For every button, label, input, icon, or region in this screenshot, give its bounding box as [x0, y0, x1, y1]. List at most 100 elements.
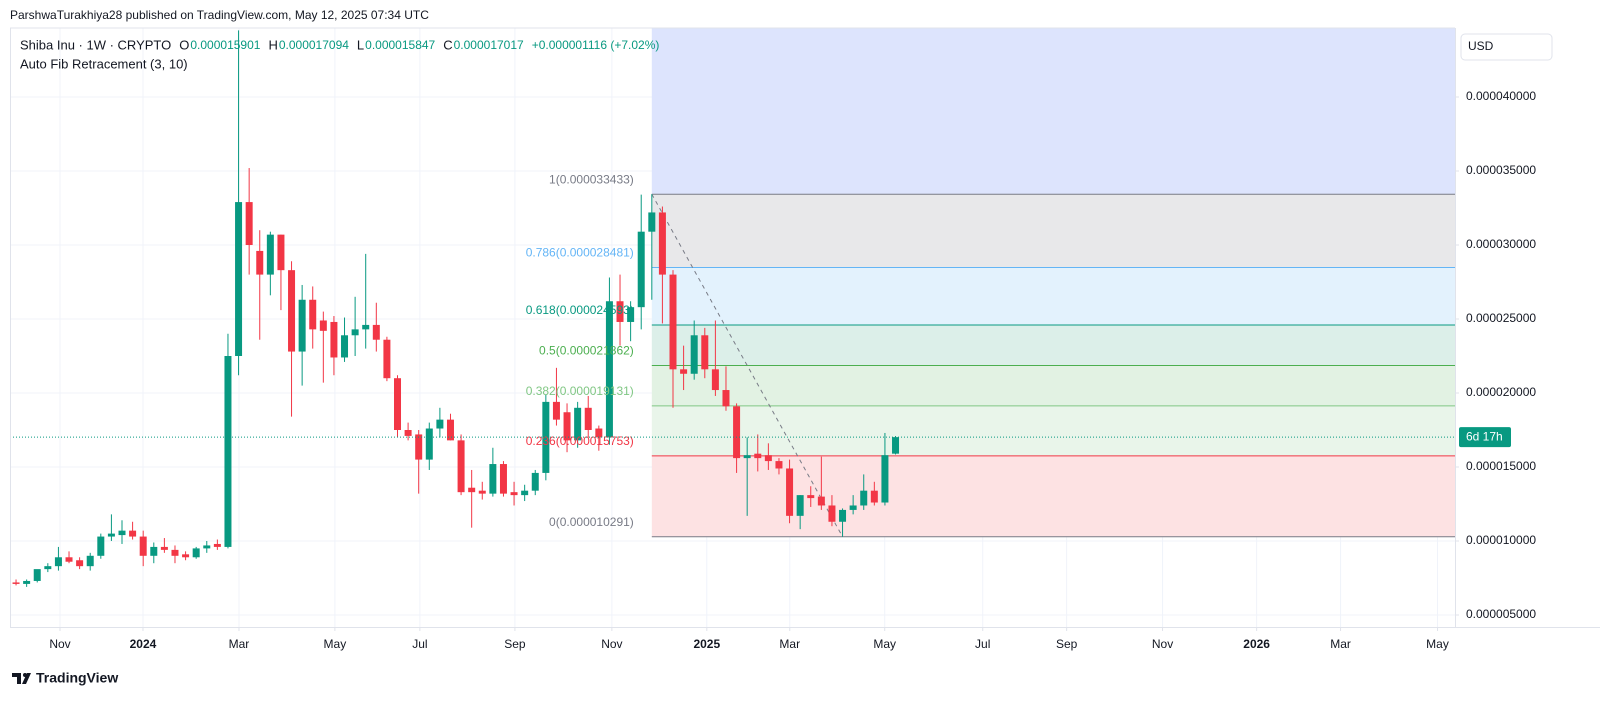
candle-body — [171, 549, 179, 556]
candle-body — [213, 543, 221, 547]
candle-body — [129, 530, 137, 537]
x-tick-label: Nov — [49, 637, 70, 651]
candle-body — [595, 428, 603, 438]
fib-label: 0.236(0.000015753) — [526, 434, 634, 448]
candle-body — [680, 369, 688, 374]
candle-body — [478, 490, 486, 494]
candle-body — [298, 299, 306, 352]
candle-body — [86, 555, 94, 567]
candle-body — [881, 455, 889, 503]
candle-body — [510, 492, 518, 496]
candle-body — [616, 301, 624, 322]
brand-logo — [12, 673, 31, 684]
candle-body — [786, 468, 794, 516]
fib-label: 1(0.000033433) — [549, 172, 634, 186]
x-tick-label: Mar — [779, 637, 800, 651]
fib-zone — [651, 194, 1455, 268]
candle-body — [415, 434, 423, 460]
candle-body — [266, 234, 274, 275]
y-tick-label: 0.000015000 — [1466, 459, 1536, 473]
published-line: ParshwaTurakhiya28 published on TradingV… — [10, 8, 429, 22]
candle-body — [351, 329, 359, 336]
candle-body — [499, 464, 507, 494]
candle-body — [341, 335, 349, 358]
x-tick-label: May — [324, 637, 347, 651]
candle-body — [796, 495, 804, 516]
candle-body — [372, 324, 380, 340]
candle-body — [828, 505, 836, 522]
ohlc-value: 0.000017094 — [279, 38, 349, 52]
candle-body — [425, 428, 433, 460]
candle-body — [76, 560, 84, 567]
y-tick-label: 0.000040000 — [1466, 89, 1536, 103]
ohlc-label: H — [268, 37, 277, 52]
candle-body — [648, 212, 656, 232]
x-tick-label: May — [873, 637, 896, 651]
y-tick-label: 0.000035000 — [1466, 163, 1536, 177]
plot-area: 1(0.000033433) 0.786(0.000028481) 0.618(0.… — [10, 28, 1455, 627]
fib-zone — [651, 405, 1455, 456]
candle-body — [256, 250, 264, 275]
indicator-title: Auto Fib Retracement (3, 10) — [20, 56, 188, 71]
candle-body — [224, 356, 232, 547]
candle-body — [107, 533, 115, 537]
candle-body — [277, 234, 285, 271]
currency[interactable]: USD — [1468, 39, 1494, 53]
candle-body — [542, 401, 550, 473]
x-tick-label: 2025 — [693, 637, 720, 651]
x-tick-label: 2024 — [130, 637, 157, 651]
currency-button[interactable] — [1460, 33, 1553, 61]
candle-body — [849, 505, 857, 510]
fib-label: 0.786(0.000028481) — [526, 246, 634, 260]
candle-body — [860, 490, 868, 506]
x-tick-label: Nov — [1152, 637, 1173, 651]
fib-zone — [651, 455, 1455, 537]
candle-body — [139, 536, 147, 556]
ohlc-value: 0.000017017 — [454, 38, 524, 52]
ohlc-value: 0.000015901 — [190, 38, 260, 52]
candle-body — [711, 369, 719, 391]
candle-body — [436, 419, 444, 429]
candle-body — [690, 335, 698, 374]
candle-body — [44, 566, 52, 570]
candle-body — [637, 231, 645, 308]
candle-body — [892, 437, 900, 454]
candle-body — [330, 321, 338, 358]
ohlc-value: 0.000015847 — [365, 38, 435, 52]
y-tick-label: 0.000010000 — [1466, 533, 1536, 547]
candle-body — [235, 202, 243, 357]
candle-body — [394, 378, 402, 431]
x-tick-label: Jul — [412, 637, 427, 651]
brand: TradingView — [36, 670, 118, 686]
fib-zone — [651, 267, 1455, 326]
x-tick-label: Mar — [229, 637, 250, 651]
candle-body — [584, 407, 592, 431]
candle-body — [658, 212, 666, 275]
fib-zone-above — [651, 28, 1455, 195]
ohlc-label: O — [179, 37, 189, 52]
x-tick-label: Mar — [1330, 637, 1351, 651]
candle-body — [817, 496, 825, 506]
x-tick-label: Sep — [504, 637, 526, 651]
candle-body — [552, 401, 560, 420]
x-tick-label: May — [1426, 637, 1449, 651]
y-tick-label: 0.000030000 — [1466, 237, 1536, 251]
fib-trend — [651, 193, 843, 537]
fib-label: 0.618(0.000024593) — [526, 303, 634, 317]
candle-body — [870, 490, 878, 503]
candle-body — [489, 464, 497, 494]
candle-body — [701, 335, 709, 370]
x-tick-label: Sep — [1056, 637, 1078, 651]
candle-body — [722, 390, 730, 407]
candle-body — [627, 307, 635, 322]
symbol: Shiba Inu · 1W · CRYPTO — [20, 37, 171, 52]
candle-body — [807, 495, 815, 499]
y-tick-label: 0.000025000 — [1466, 311, 1536, 325]
x-tick-label: Jul — [975, 637, 990, 651]
candle-body — [733, 406, 741, 459]
fib-label: 0(0.000010291) — [549, 515, 634, 529]
candle-body — [669, 274, 677, 370]
candle-body — [12, 582, 20, 584]
candle-body — [775, 461, 783, 469]
